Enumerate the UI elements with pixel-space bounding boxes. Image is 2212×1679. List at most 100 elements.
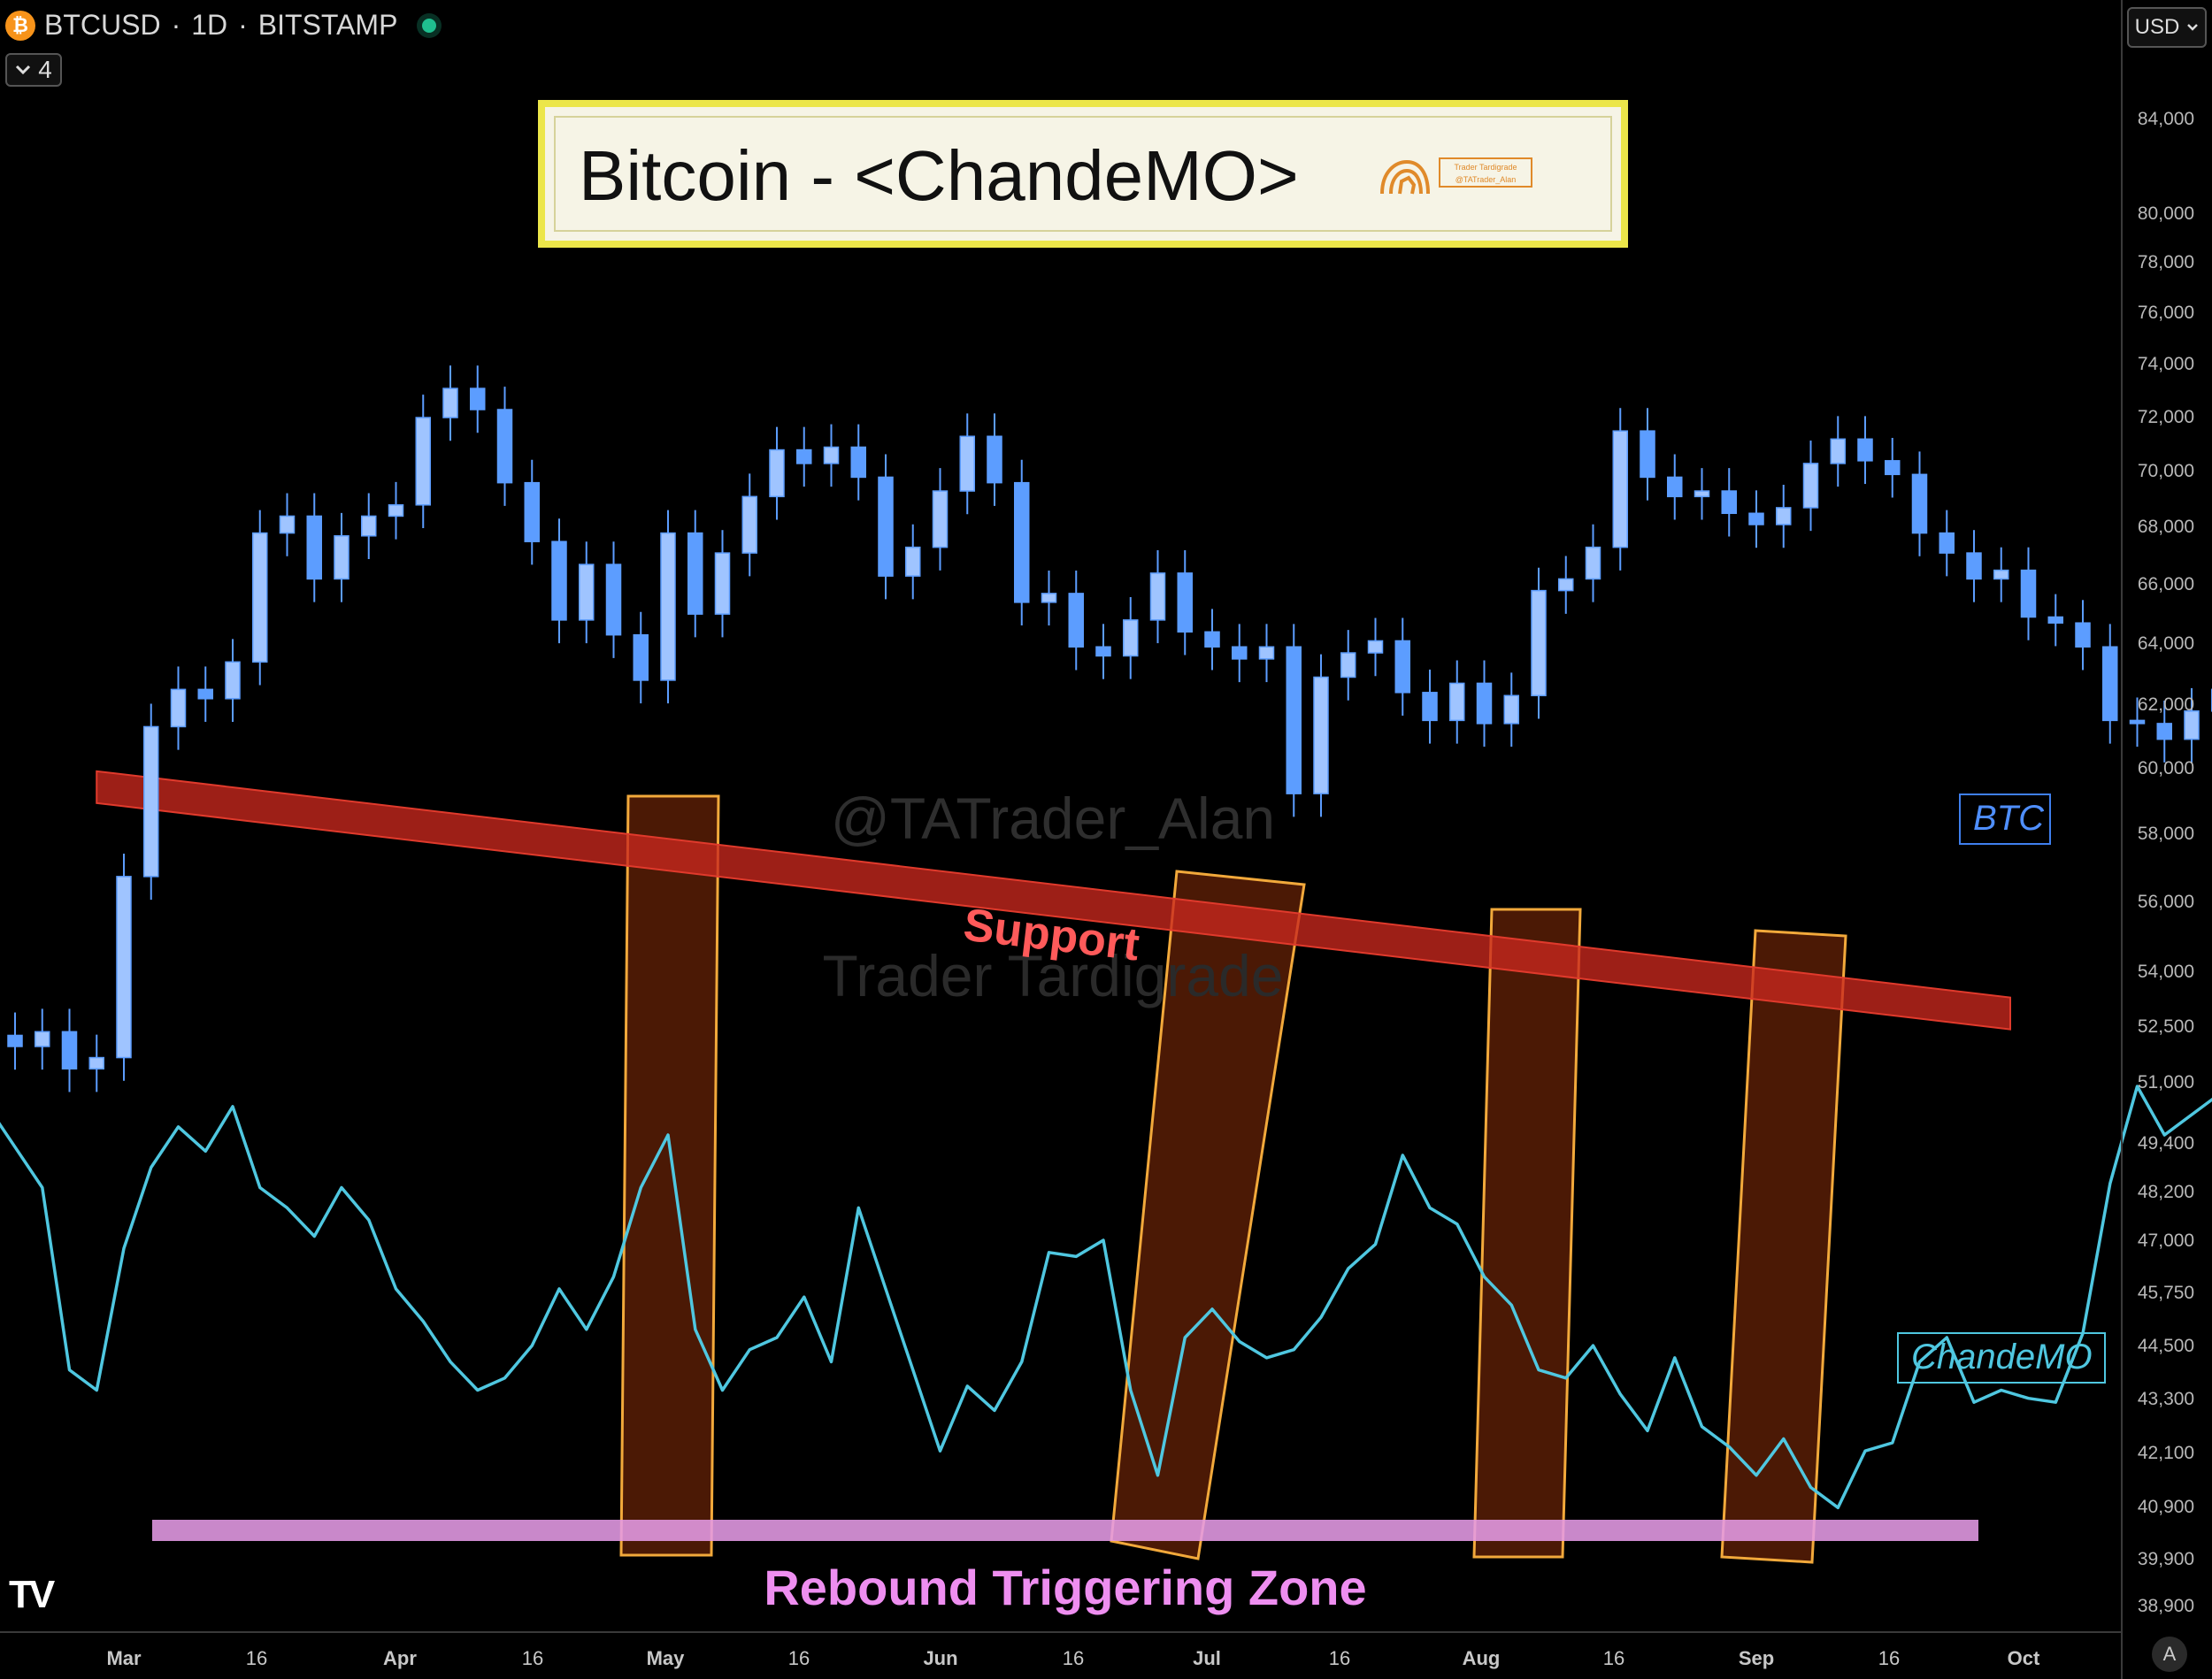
auto-scale-button[interactable]: A: [2152, 1637, 2187, 1672]
separator: ·: [238, 9, 248, 41]
currency-label: USD: [2134, 15, 2180, 39]
chande-series: [0, 1085, 2212, 1510]
candle-body: [687, 532, 703, 615]
symbol-header[interactable]: ₿ BTCUSD · 1D · BITSTAMP: [5, 9, 437, 42]
candle-body: [1612, 430, 1628, 548]
candle-body: [1149, 572, 1166, 621]
candle-body: [714, 552, 731, 615]
btc-series-label[interactable]: BTC: [1959, 794, 2051, 845]
candle-body: [442, 387, 458, 418]
candle-body: [1531, 589, 1547, 697]
price-tick-label: 54,000: [2138, 962, 2194, 982]
tardigrade-logo-icon: [1380, 159, 1430, 195]
candle-body: [1232, 646, 1248, 660]
time-tick-label: Oct: [2008, 1647, 2040, 1669]
candle-body: [116, 876, 132, 1059]
candle-body: [470, 387, 486, 410]
price-tick-label: 66,000: [2138, 574, 2194, 594]
candle-body: [1966, 552, 1982, 580]
candle-body: [2102, 646, 2118, 722]
time-tick-label: Mar: [106, 1647, 142, 1669]
indicator-count: 4: [38, 56, 52, 83]
candle-body: [1367, 640, 1384, 654]
price-tick-label: 60,000: [2138, 758, 2194, 778]
candle-body: [1721, 490, 1737, 515]
time-tick-label: Apr: [383, 1647, 417, 1669]
time-tick-label: 16: [246, 1647, 267, 1669]
price-tick-label: 76,000: [2138, 303, 2194, 323]
price-tick-label: 62,000: [2138, 694, 2194, 715]
candle-body: [524, 481, 540, 542]
price-tick-label: 80,000: [2138, 203, 2194, 224]
bitcoin-coin-icon: ₿: [5, 10, 35, 41]
candle-body: [252, 532, 268, 663]
candle-body: [415, 417, 431, 506]
collapse-indicators-button[interactable]: 4: [5, 53, 62, 87]
tradingview-logo[interactable]: TV: [9, 1573, 55, 1616]
price-tick-label: 72,000: [2138, 407, 2194, 427]
time-tick-label: 16: [788, 1647, 810, 1669]
candle-body: [7, 1034, 23, 1047]
candle-body: [170, 688, 187, 728]
price-tick-label: 74,000: [2138, 354, 2194, 374]
price-tick-label: 38,900: [2138, 1596, 2194, 1616]
chevron-down-icon: [16, 65, 31, 75]
candle-body: [1204, 631, 1220, 648]
rebound-zone-band: [152, 1520, 1978, 1541]
candle-body: [1667, 476, 1683, 498]
candle-body: [1340, 652, 1356, 678]
candle-body: [1939, 532, 1955, 554]
candle-body: [2020, 569, 2037, 618]
currency-button[interactable]: USD: [2127, 7, 2207, 48]
watermark-name: Trader Tardigrade: [823, 943, 1284, 1008]
chande-series-label[interactable]: ChandeMO: [1897, 1332, 2106, 1384]
candle-body: [932, 490, 949, 548]
price-tick-label: 84,000: [2138, 109, 2194, 129]
candle-body: [1885, 460, 1901, 476]
highlight-zone: [1720, 929, 1847, 1564]
price-tick-label: 45,750: [2138, 1283, 2194, 1303]
candle-body: [2075, 622, 2091, 648]
candle-body: [1258, 646, 1275, 660]
highlight-zones: [619, 794, 1847, 1564]
candle-body: [1558, 578, 1574, 592]
candle-body: [660, 532, 676, 681]
time-tick-label: 16: [1878, 1647, 1900, 1669]
watermark-handle: @TATrader_Alan: [831, 786, 1275, 851]
price-tick-label: 40,900: [2138, 1497, 2194, 1517]
candle-body: [1095, 646, 1111, 657]
candle-body: [279, 515, 296, 534]
candle-body: [1177, 572, 1193, 633]
candle-body: [1585, 546, 1601, 580]
highlight-zone: [619, 794, 720, 1557]
time-tick-label: Sep: [1739, 1647, 1774, 1669]
price-tick-label: 39,900: [2138, 1549, 2194, 1569]
candle-body: [1041, 593, 1057, 603]
candle-body: [1776, 507, 1792, 525]
price-tick-label: 43,300: [2138, 1389, 2194, 1409]
chart-title: Bitcoin - <ChandeMO>: [579, 136, 1299, 215]
price-tick-label: 64,000: [2138, 633, 2194, 654]
candle-body: [741, 495, 757, 554]
price-tick-label: 47,000: [2138, 1230, 2194, 1251]
price-tick-label: 56,000: [2138, 892, 2194, 912]
interval[interactable]: 1D: [191, 9, 228, 41]
price-tick-label: 68,000: [2138, 517, 2194, 537]
candle-body: [1911, 473, 1928, 534]
candle-body: [1640, 430, 1655, 479]
candle-body: [1802, 463, 1819, 509]
price-tick-label: 52,500: [2138, 1016, 2194, 1037]
candle-body: [88, 1056, 104, 1070]
time-tick-label: Jul: [1193, 1647, 1221, 1669]
highlight-zone: [1110, 870, 1306, 1560]
candle-body: [496, 409, 513, 484]
highlight-zone: [1472, 908, 1582, 1559]
candle-body: [1123, 619, 1139, 657]
candle-body: [1449, 682, 1465, 722]
candle-body: [823, 446, 840, 464]
candle-body: [905, 546, 921, 577]
candle-body: [1857, 438, 1873, 462]
separator: ·: [171, 9, 181, 41]
candle-body: [1313, 676, 1329, 794]
